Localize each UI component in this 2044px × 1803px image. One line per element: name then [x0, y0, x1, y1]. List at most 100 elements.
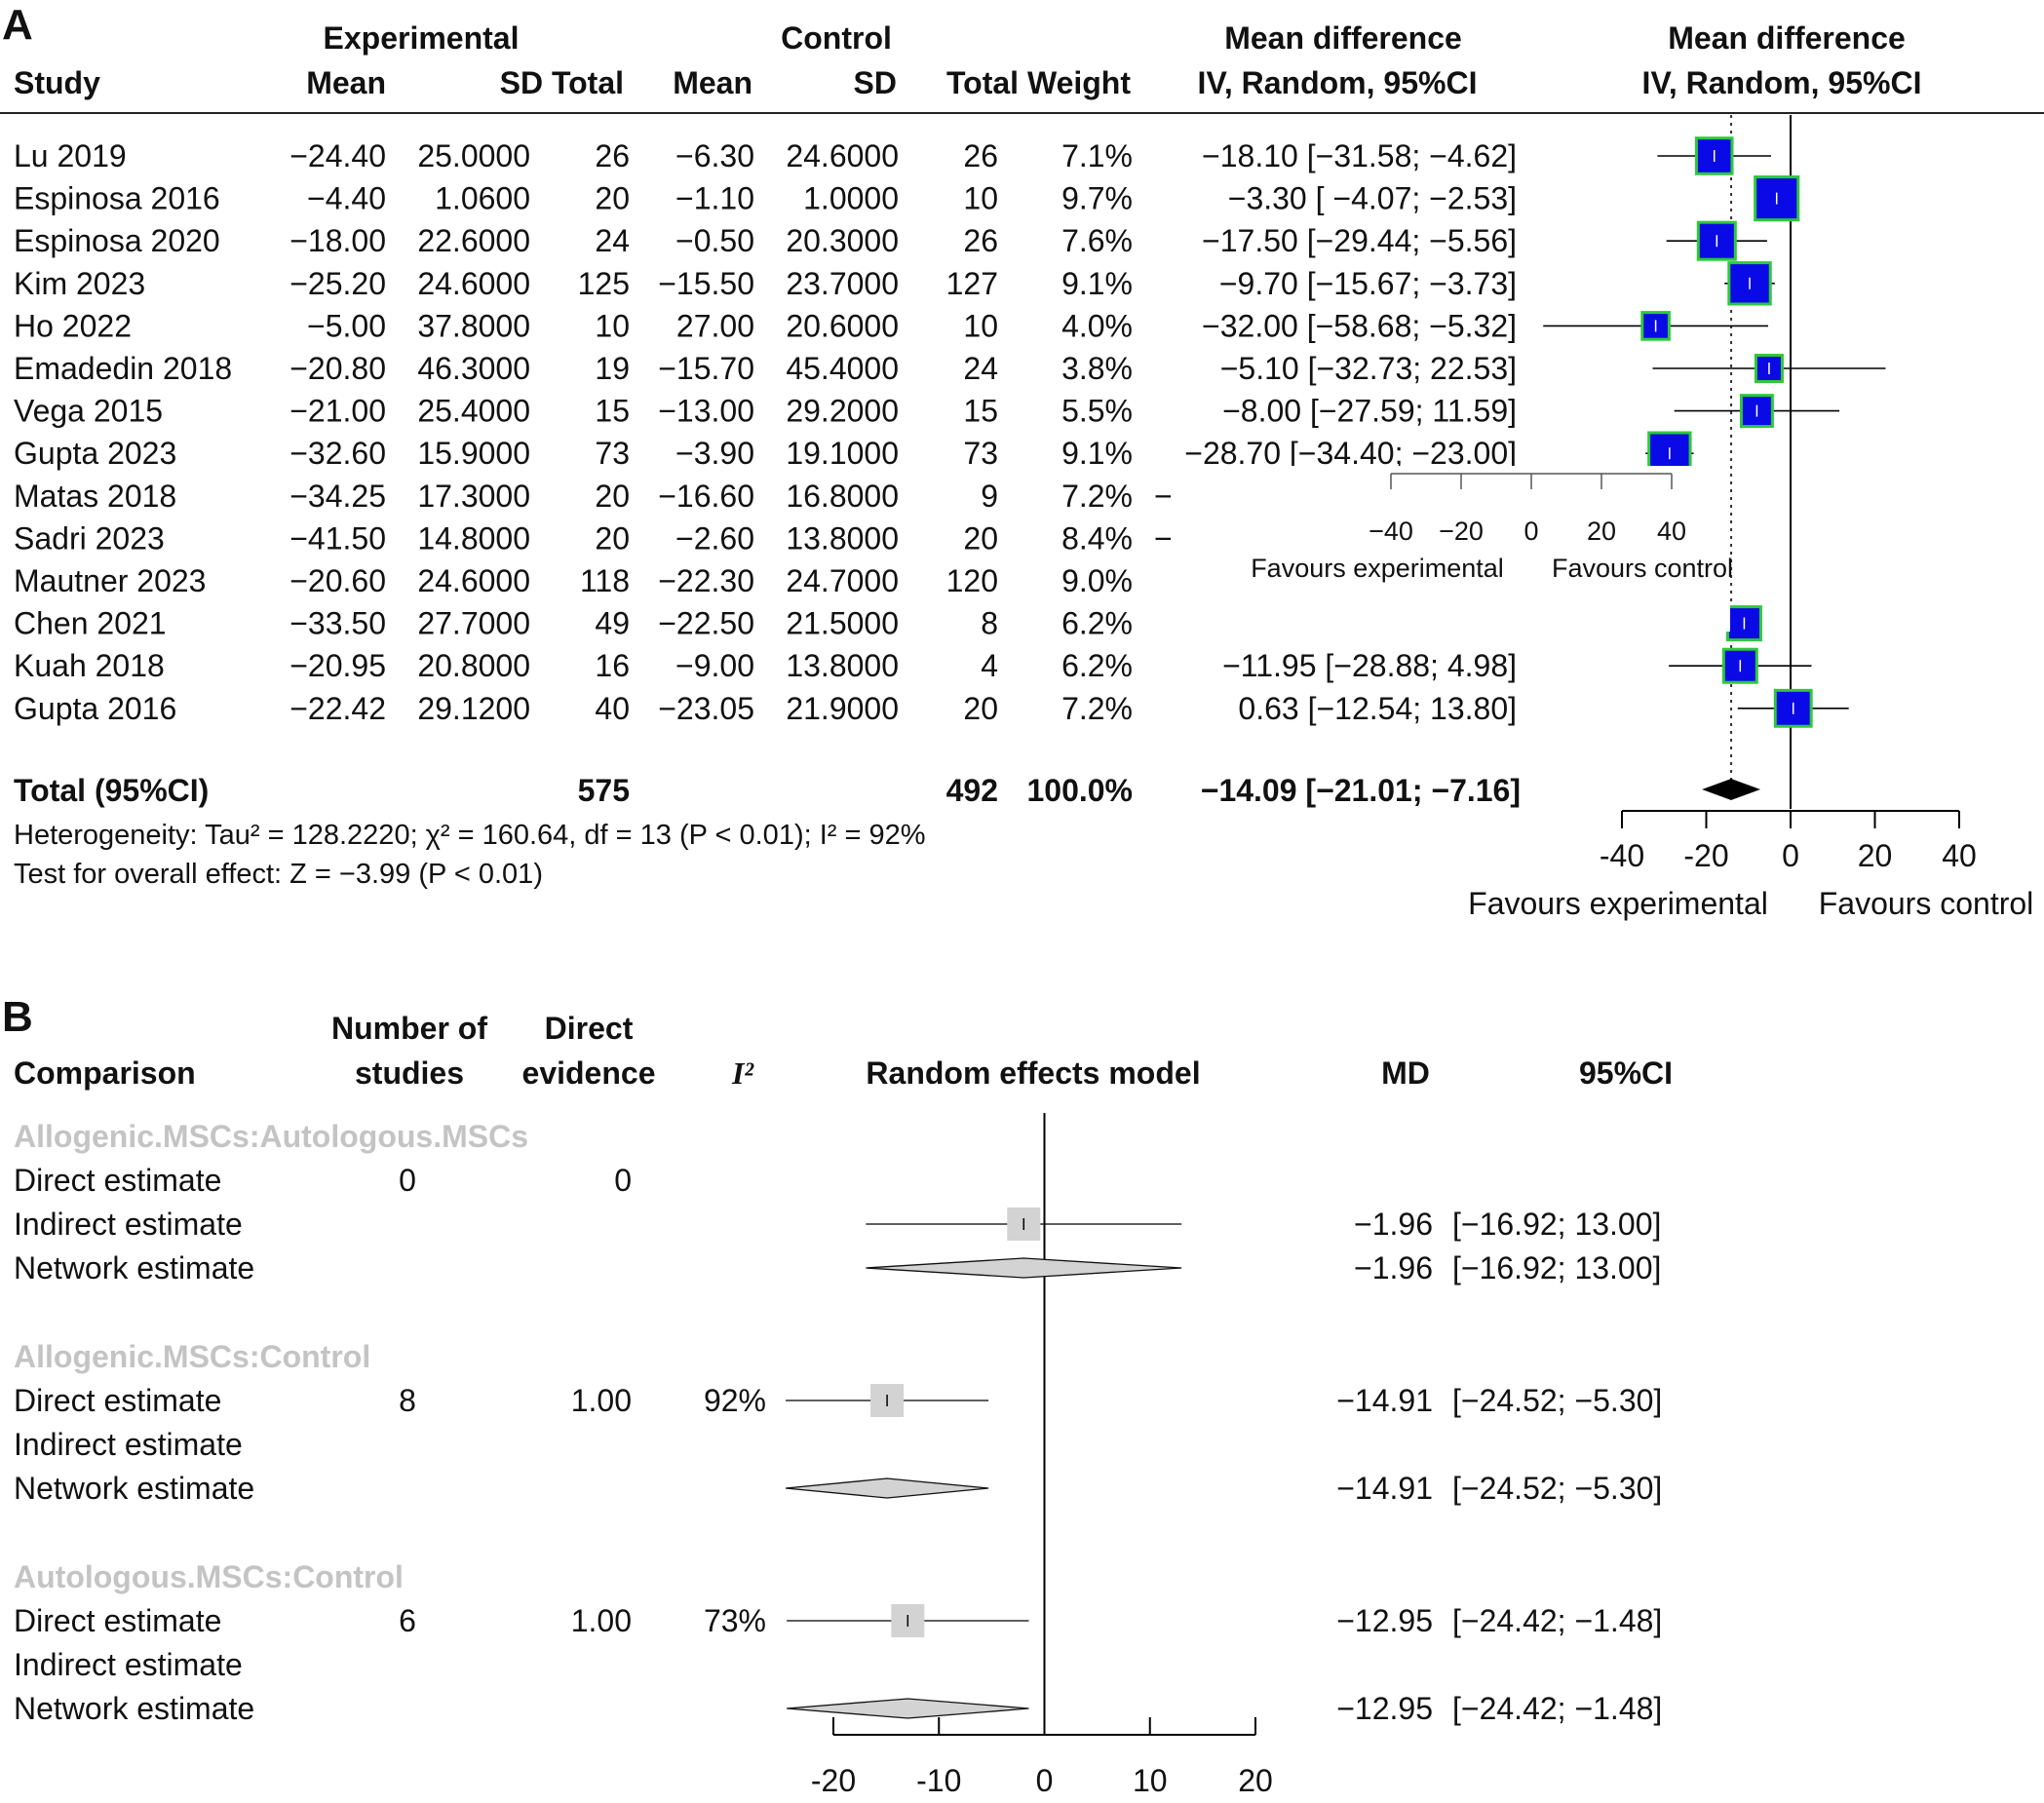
panel-a-study-rows: Lu 2019 −24.40 25.0000 26 −6.30 24.6000 26 7.1%…: [14, 138, 1517, 726]
exp-total: 20: [595, 520, 630, 556]
panel-b-rows: Allogenic.MSCs:Autologous.MSCs Direct est…: [14, 1119, 1662, 1726]
ctrl-sd: 21.9000: [786, 691, 899, 726]
weight: 8.4%: [1061, 520, 1133, 556]
direct-evidence: 1.00: [571, 1603, 632, 1638]
inset-axis-box: −40 −20 0 20 40 Favours experimental Favours…: [1175, 466, 1733, 632]
col-study: Study: [14, 65, 100, 100]
exp-mean: −5.00: [307, 308, 386, 343]
total-exp-n: 575: [578, 773, 630, 808]
col-i2: I²: [731, 1055, 754, 1091]
inset-tick-label: 0: [1523, 517, 1538, 546]
exp-sd: 46.3000: [417, 351, 530, 386]
exp-total: 26: [595, 138, 630, 173]
col-ctrl-mean: Mean: [673, 65, 752, 100]
ctrl-total: 10: [963, 308, 998, 343]
ctrl-mean: −13.00: [658, 394, 754, 429]
exp-mean: −22.42: [289, 691, 386, 726]
exp-sd: 20.8000: [417, 648, 530, 683]
exp-mean: −21.00: [289, 394, 386, 429]
ci-value: [−24.52; −5.30]: [1452, 1471, 1662, 1506]
inset-favours-left: Favours experimental: [1251, 554, 1504, 583]
panel-b-marks: [786, 1208, 1182, 1719]
ctrl-mean: −6.30: [675, 138, 754, 173]
study-name: Espinosa 2016: [14, 181, 220, 216]
col-direct-line2: evidence: [522, 1055, 656, 1091]
ci-text: −9.70 [−15.67; −3.73]: [1219, 266, 1517, 301]
panel-a-letter: A: [2, 1, 33, 49]
col-exp-mean: Mean: [306, 65, 386, 100]
exp-sd: 37.8000: [417, 308, 530, 343]
ctrl-total: 10: [963, 181, 998, 216]
ctrl-mean: −16.60: [658, 479, 754, 514]
pooled-diamond: [1702, 779, 1761, 800]
ctrl-total: 73: [963, 436, 998, 471]
ci-text: −11.95 [−28.88; 4.98]: [1222, 648, 1517, 683]
weight: 4.0%: [1061, 308, 1133, 343]
exp-mean: −20.60: [289, 563, 386, 598]
col-n-studies-line1: Number of: [331, 1011, 487, 1046]
estimate-label: Direct estimate: [14, 1603, 221, 1638]
weight: 7.2%: [1061, 479, 1133, 514]
axis-tick-label: 0: [1782, 838, 1799, 873]
i2-value: 92%: [704, 1383, 766, 1418]
exp-sd: 17.3000: [417, 479, 530, 514]
panel-b: B Number of studies Direct evidence Comp…: [2, 993, 1673, 1798]
exp-mean: −41.50: [289, 520, 386, 556]
axis-tick-label: -20: [811, 1763, 856, 1798]
ctrl-total: 8: [981, 606, 998, 641]
study-name: Sadri 2023: [14, 520, 165, 556]
weight: 6.2%: [1061, 606, 1133, 641]
ctrl-mean: −3.90: [675, 436, 754, 471]
axis-tick-label: -20: [1683, 838, 1728, 873]
col-comparison: Comparison: [14, 1055, 196, 1091]
col-md: MD: [1381, 1055, 1430, 1091]
study-name: Espinosa 2020: [14, 223, 220, 258]
md-value: −12.95: [1336, 1603, 1433, 1638]
panel-b-forest-plot: -20 -10 0 10 20: [786, 1113, 1273, 1798]
weight: 7.6%: [1061, 223, 1133, 258]
panel-a-forest-plot: -40 -20 0 20 40 Favours experimental Favours…: [1468, 115, 2033, 921]
header-mean-difference-plot: Mean difference: [1668, 20, 1906, 56]
estimate-label: Network estimate: [14, 1250, 254, 1285]
ci-text: −: [1154, 520, 1173, 556]
axis-tick-label: -10: [916, 1763, 961, 1798]
group-title: Autologous.MSCs:Control: [14, 1559, 404, 1594]
md-value: −12.95: [1336, 1691, 1433, 1726]
exp-sd: 1.0600: [435, 181, 530, 216]
ctrl-mean: −22.50: [658, 606, 754, 641]
inset-background: [1175, 466, 1730, 632]
weight: 7.2%: [1061, 691, 1133, 726]
exp-mean: −34.25: [289, 479, 386, 514]
col-ctrl-sd: SD: [854, 65, 897, 100]
total-weight: 100.0%: [1026, 773, 1133, 808]
col-95ci: 95%CI: [1579, 1055, 1673, 1091]
exp-mean: −4.40: [307, 181, 386, 216]
weight: 9.1%: [1061, 436, 1133, 471]
n-studies: 0: [399, 1163, 416, 1198]
total-ctrl-n: 492: [946, 773, 998, 808]
study-name: Vega 2015: [14, 394, 163, 429]
ctrl-sd: 24.6000: [786, 138, 899, 173]
axis-tick-label: 10: [1133, 1763, 1168, 1798]
ctrl-mean: −23.05: [658, 691, 754, 726]
ctrl-sd: 1.0000: [803, 181, 899, 216]
estimate-label: Direct estimate: [14, 1383, 221, 1418]
exp-total: 125: [578, 266, 630, 301]
ctrl-sd: 16.8000: [786, 479, 899, 514]
study-name: Kim 2023: [14, 266, 145, 301]
exp-total: 73: [595, 436, 630, 471]
panel-a-marks: [1543, 136, 1886, 800]
exp-sd: 14.8000: [417, 520, 530, 556]
panel-b-x-axis: -20 -10 0 10 20: [811, 1717, 1273, 1798]
md-value: −1.96: [1354, 1207, 1433, 1242]
inset-favours-right: Favours control: [1552, 554, 1733, 583]
study-name: Lu 2019: [14, 138, 127, 173]
ci-text: −3.30 [ −4.07; −2.53]: [1228, 181, 1517, 216]
ci-text: −28.70 [−34.40; −23.00]: [1184, 436, 1517, 471]
col-random-effects-model: Random effects model: [866, 1055, 1200, 1091]
header-experimental: Experimental: [324, 20, 520, 56]
ctrl-total: 20: [963, 520, 998, 556]
exp-total: 118: [580, 563, 630, 598]
ci-text: −17.50 [−29.44; −5.56]: [1202, 223, 1517, 258]
ctrl-sd: 23.7000: [786, 266, 899, 301]
